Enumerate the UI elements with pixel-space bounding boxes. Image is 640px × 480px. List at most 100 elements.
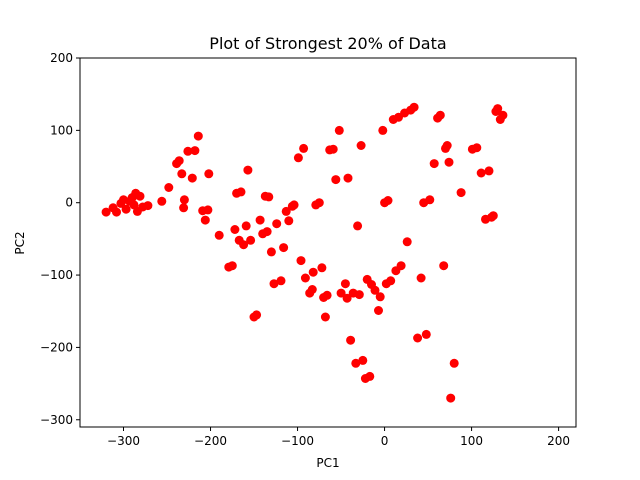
data-point [269, 279, 279, 289]
data-point [279, 243, 289, 253]
x-tick-label: 200 [547, 434, 570, 448]
data-point [358, 355, 368, 365]
x-tick-label: −100 [281, 434, 314, 448]
data-point [343, 173, 353, 183]
data-point [435, 110, 445, 120]
data-point [472, 143, 482, 153]
data-point [317, 263, 327, 273]
data-point [484, 166, 494, 176]
chart-title: Plot of Strongest 20% of Data [209, 34, 446, 53]
data-point [243, 165, 253, 175]
data-point [314, 198, 324, 208]
data-point [179, 203, 189, 213]
data-point [425, 195, 435, 205]
data-point [378, 125, 388, 135]
data-point [416, 273, 426, 283]
data-point [336, 288, 346, 298]
data-point [334, 125, 344, 135]
data-point [340, 279, 350, 289]
data-point [262, 227, 272, 237]
data-point [121, 204, 131, 214]
data-point [354, 290, 364, 300]
data-point [255, 215, 265, 225]
data-points [101, 102, 508, 403]
data-point [320, 312, 330, 322]
data-point [190, 146, 200, 156]
data-point [300, 273, 310, 283]
data-point [203, 205, 213, 215]
data-point [328, 144, 338, 154]
data-point [272, 219, 282, 229]
data-point [421, 329, 431, 339]
data-point [164, 183, 174, 192]
data-point [135, 191, 145, 201]
data-point [157, 196, 167, 206]
y-tick-label: 0 [65, 196, 73, 210]
data-point [409, 102, 419, 112]
y-axis-label: PC2 [13, 231, 27, 254]
x-axis-label: PC1 [316, 456, 339, 470]
y-tick-label: 100 [50, 123, 73, 137]
data-point [351, 358, 361, 368]
data-point [493, 104, 503, 114]
data-point [386, 276, 396, 286]
y-tick-label: 200 [50, 51, 73, 65]
data-point [365, 371, 375, 381]
data-point [239, 240, 249, 250]
data-point [456, 188, 466, 198]
data-point [252, 310, 262, 320]
data-point [299, 143, 309, 153]
data-point [476, 168, 486, 178]
x-tick-label: −200 [194, 434, 227, 448]
data-point [488, 211, 498, 221]
data-point [112, 207, 121, 217]
data-point [281, 206, 291, 216]
data-point [230, 225, 240, 234]
data-point [177, 169, 187, 179]
y-tick-label: −300 [40, 413, 73, 427]
data-point [236, 187, 246, 197]
data-point [187, 173, 197, 183]
data-point [308, 267, 318, 277]
data-point [498, 110, 508, 120]
data-point [439, 261, 449, 271]
data-point [289, 200, 299, 210]
data-point [370, 285, 380, 295]
data-point [356, 141, 366, 150]
data-point [293, 153, 303, 163]
data-point [375, 292, 385, 302]
data-point [353, 221, 363, 231]
data-point [193, 131, 203, 141]
data-point [264, 192, 274, 202]
data-point [227, 261, 237, 271]
data-point [174, 156, 184, 166]
data-point [446, 393, 456, 403]
data-point [322, 290, 332, 300]
data-point [449, 358, 459, 368]
x-axis-ticks: −300 −200 −100 0 100 200 [107, 427, 570, 448]
y-tick-label: −100 [40, 268, 73, 282]
data-point [246, 235, 256, 245]
data-point [101, 207, 111, 217]
data-point [284, 216, 294, 226]
data-point [346, 335, 356, 345]
data-point [276, 276, 286, 286]
data-point [442, 141, 452, 150]
data-point [296, 256, 306, 266]
data-point [307, 285, 317, 294]
data-point [383, 196, 393, 205]
data-point [374, 306, 383, 315]
plot-frame [79, 57, 577, 428]
data-point [204, 169, 214, 179]
data-point [183, 146, 193, 156]
data-point [143, 201, 153, 211]
data-point [413, 333, 423, 343]
y-axis-ticks: −300 −200 −100 0 100 200 [40, 51, 80, 427]
x-tick-label: −300 [107, 434, 140, 448]
data-point [342, 293, 352, 303]
data-point [402, 237, 412, 247]
data-point [444, 157, 454, 167]
data-point [214, 230, 224, 240]
